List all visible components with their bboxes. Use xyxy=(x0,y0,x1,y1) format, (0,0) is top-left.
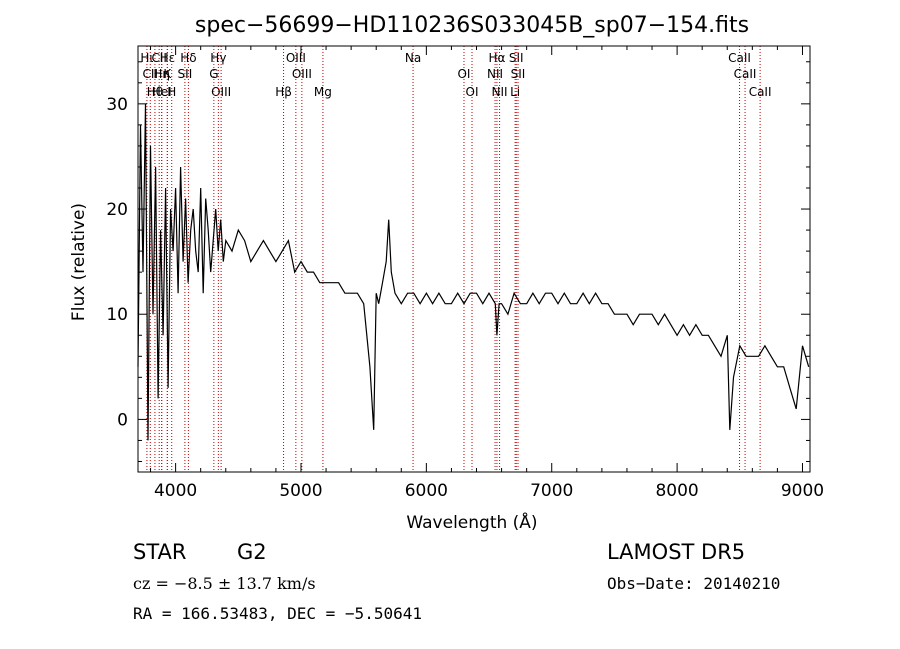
line-label: K xyxy=(163,67,172,81)
x-tick-label: 6000 xyxy=(405,481,448,501)
spectrum-line xyxy=(137,103,810,441)
line-label: H xyxy=(167,85,176,99)
x-tick-label: 9000 xyxy=(781,481,824,501)
coordinates-text: RA = 166.53483, DEC = −5.50641 xyxy=(133,604,422,623)
line-label: NII xyxy=(492,85,508,99)
line-label: CII xyxy=(143,67,158,81)
line-label: CaII xyxy=(749,85,772,99)
plot-frame xyxy=(137,45,811,473)
spectral-line-markers: HιCIIHθCIIHηHeIHεKHHδSIIOIIIHγGHβOIIIOII… xyxy=(140,46,772,472)
line-label: Li xyxy=(510,85,520,99)
x-axis-label: Wavelength (Å) xyxy=(406,511,537,533)
spectrum-series xyxy=(137,103,810,441)
chart-title: spec−56699−HD110236S033045B_sp07−154.fit… xyxy=(195,13,749,38)
line-label: CaII xyxy=(728,51,751,65)
line-label: Hγ xyxy=(210,51,226,65)
line-label: OI xyxy=(457,67,470,81)
line-label: SII xyxy=(509,51,524,65)
line-label: SII xyxy=(178,67,193,81)
line-label: OIII xyxy=(286,51,306,65)
y-tick-label: 20 xyxy=(106,200,128,220)
x-tick-label: 5000 xyxy=(279,481,322,501)
y-axis-label: Flux (relative) xyxy=(69,203,89,321)
line-label: Na xyxy=(405,51,421,65)
line-label: OIII xyxy=(292,67,312,81)
line-label: Hδ xyxy=(180,51,196,65)
line-label: Mg xyxy=(314,85,332,99)
line-label: Hβ xyxy=(275,85,292,99)
line-label: SII xyxy=(511,67,526,81)
line-label: Hα xyxy=(488,51,505,65)
y-tick-label: 10 xyxy=(106,305,128,325)
x-tick-label: 4000 xyxy=(154,481,197,501)
observation-date: Obs−Date: 20140210 xyxy=(607,574,781,593)
survey-name: LAMOST DR5 xyxy=(607,540,746,564)
line-label: OIII xyxy=(211,85,231,99)
y-tick-label: 0 xyxy=(117,410,128,430)
line-label: G xyxy=(209,67,218,81)
object-subclass: G2 xyxy=(237,540,267,564)
x-tick-label: 7000 xyxy=(530,481,573,501)
object-class: STAR xyxy=(133,540,187,564)
line-label: CaII xyxy=(734,67,757,81)
axes: 4000 5000 6000 7000 8000 9000 0 10 20 30 xyxy=(106,45,824,501)
line-label: CII xyxy=(151,51,166,65)
line-label: OI xyxy=(466,85,479,99)
redshift-text: cz = −8.5 ± 13.7 km/s xyxy=(133,574,316,593)
line-label: NII xyxy=(487,67,503,81)
line-label: HeI xyxy=(152,85,172,99)
y-tick-label: 30 xyxy=(106,95,128,115)
x-tick-label: 8000 xyxy=(655,481,698,501)
